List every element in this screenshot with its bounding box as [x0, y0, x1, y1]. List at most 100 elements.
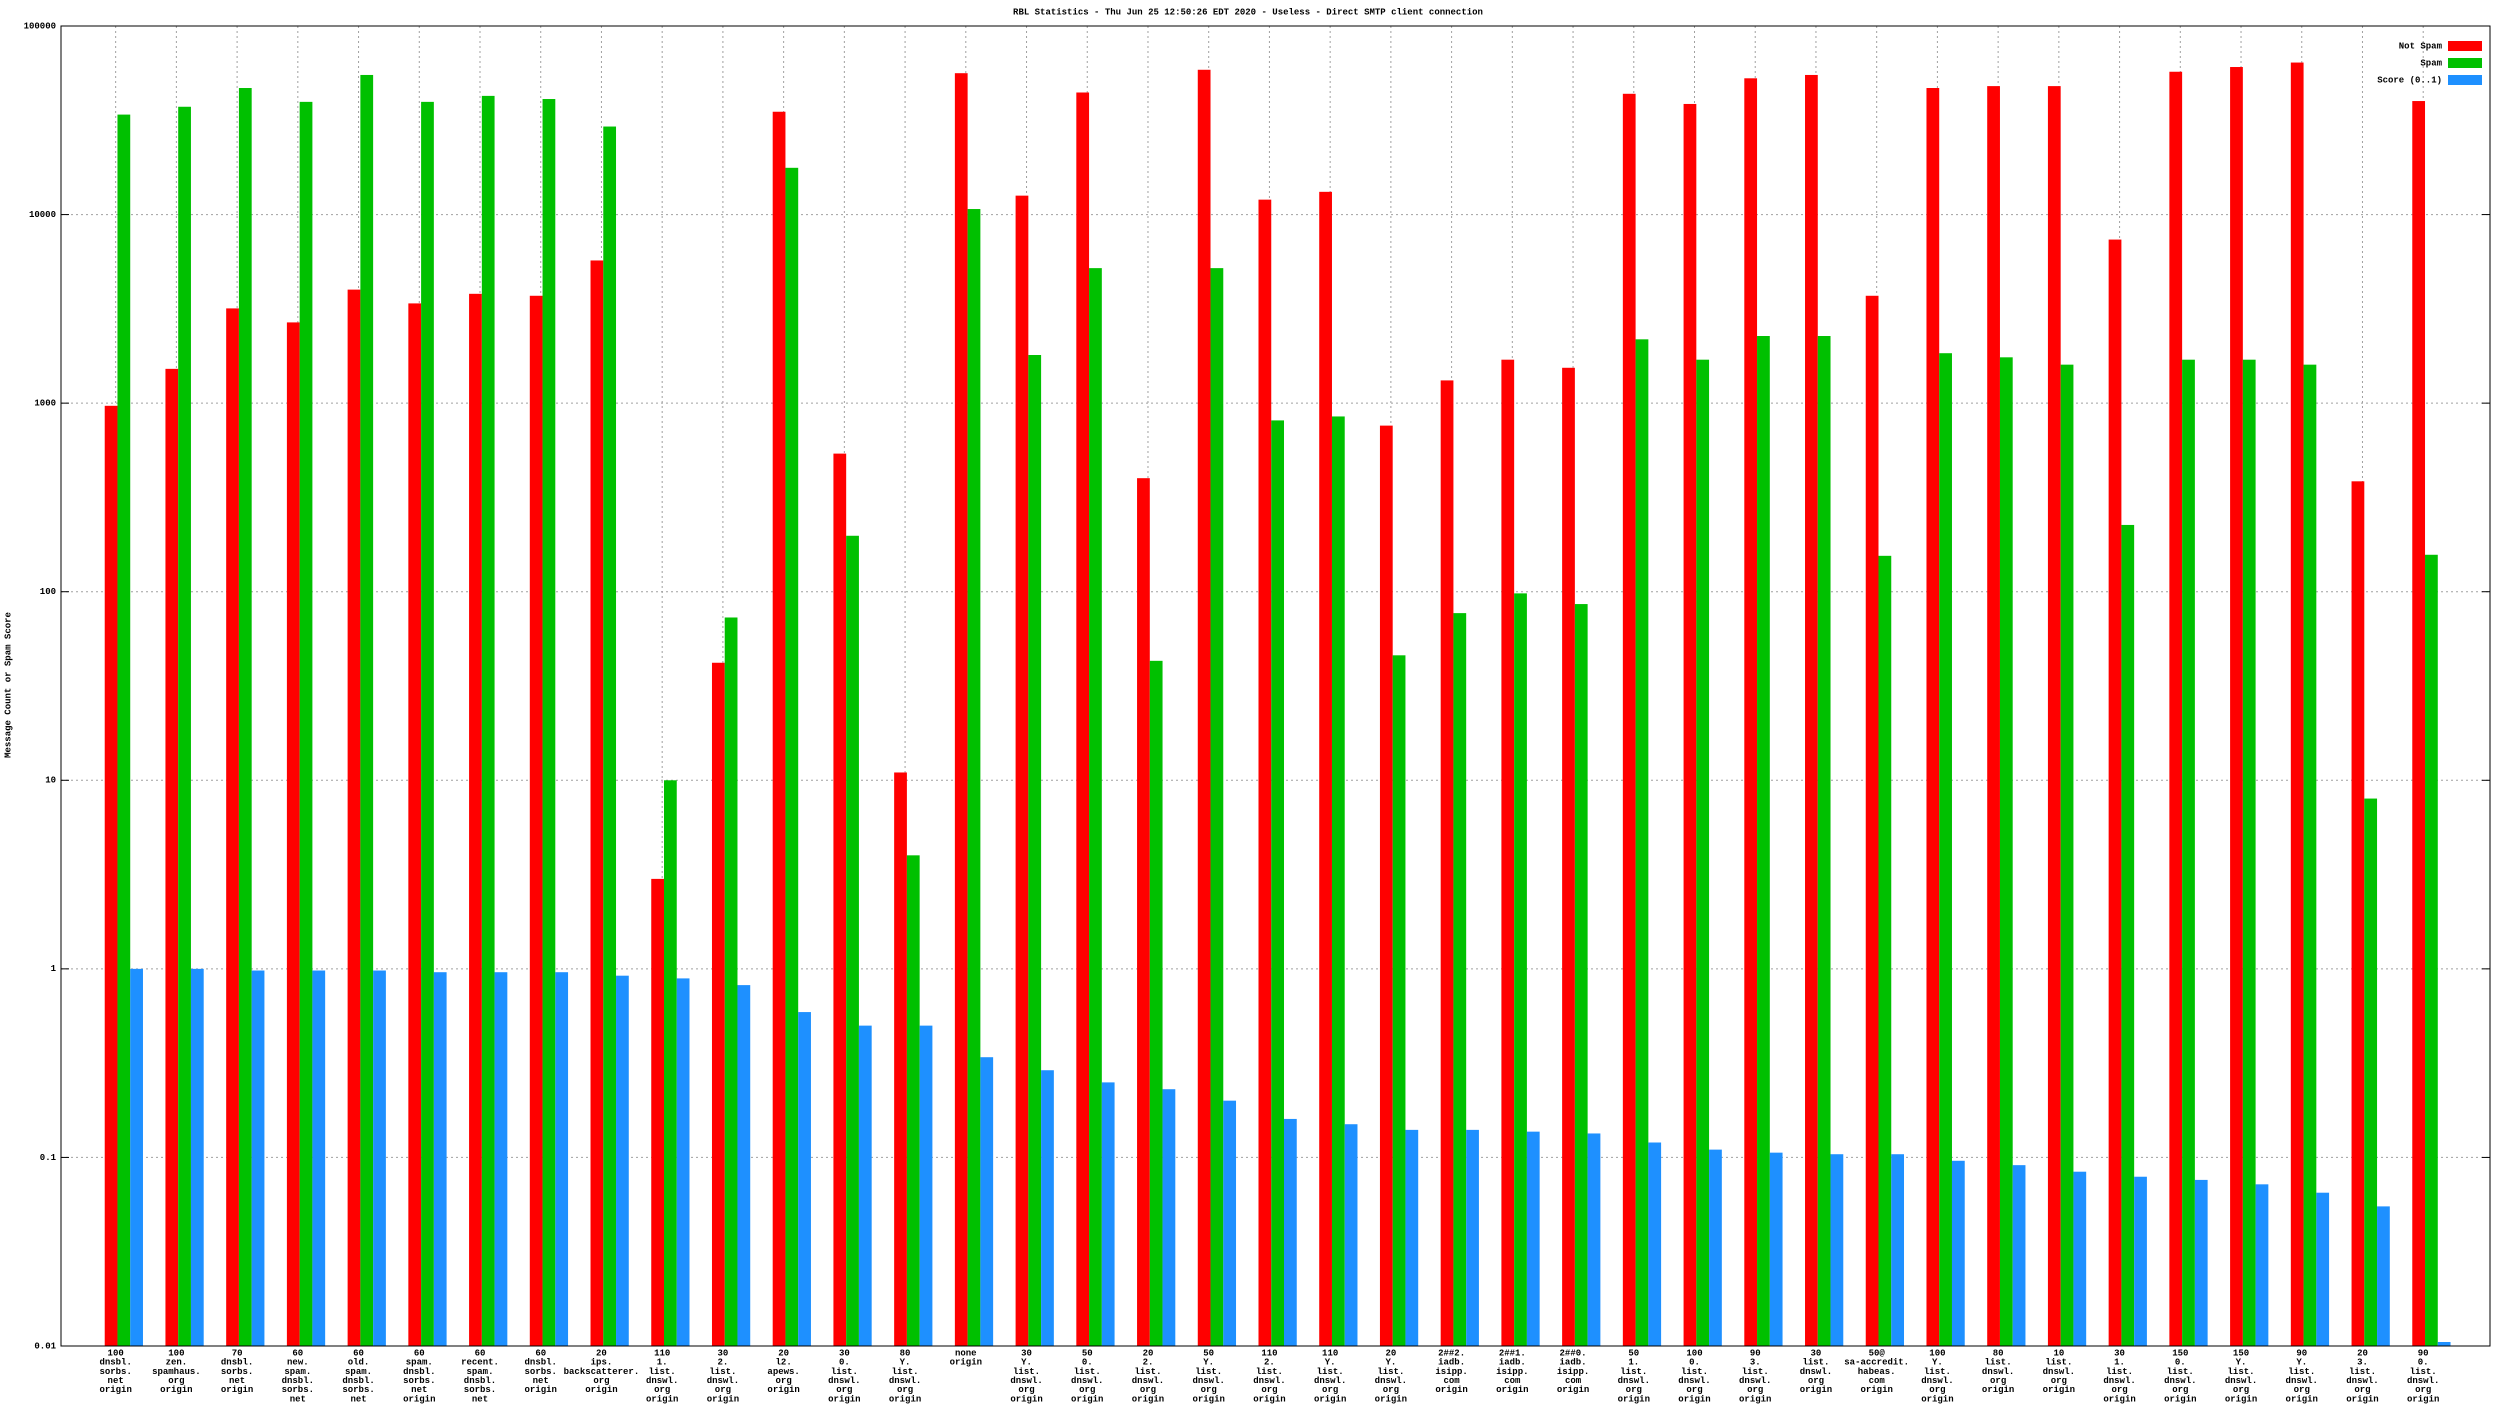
x-tick-label: origin [1557, 1385, 1589, 1395]
x-tick-label: list. [1377, 1367, 1404, 1377]
bar [1514, 593, 1527, 1346]
x-tick-label: org [1322, 1385, 1338, 1395]
bar [1440, 380, 1454, 1346]
bar [1149, 660, 1163, 1346]
x-tick-label: none [955, 1348, 977, 1358]
x-tick-label: dnswl. [1921, 1376, 1953, 1386]
x-tick-label: Y. [1021, 1358, 1032, 1368]
bar [1453, 613, 1467, 1346]
x-tick-label: isipp. [1435, 1367, 1467, 1377]
bar [2351, 481, 2365, 1346]
x-tick-label: 110 [654, 1348, 670, 1358]
bar [1344, 1124, 1358, 1346]
x-tick-label: 30 [2114, 1348, 2125, 1358]
x-tick-label: list. [1013, 1367, 1040, 1377]
x-tick-label: net [108, 1376, 124, 1386]
x-tick-label: list. [2228, 1367, 2255, 1377]
bar [1635, 339, 1649, 1346]
bar [1999, 357, 2013, 1346]
x-tick-label: dnswl. [1192, 1376, 1224, 1386]
x-tick-label: org [1201, 1385, 1217, 1395]
x-tick-label: org [2111, 1385, 2127, 1395]
bar [373, 970, 386, 1346]
legend-label: Score (0..1) [2377, 75, 2442, 85]
x-tick-label: origin [1010, 1394, 1042, 1404]
x-tick-label: origin [1800, 1385, 1832, 1395]
bar [286, 322, 300, 1346]
bar [1028, 355, 1042, 1347]
bar [555, 972, 569, 1346]
x-tick-label: backscatterer. [564, 1367, 640, 1377]
bar [846, 535, 859, 1346]
legend-swatch [2448, 75, 2482, 85]
bar [1817, 336, 1831, 1346]
x-tick-label: origin [1253, 1394, 1285, 1404]
bar [104, 405, 118, 1346]
bar [1379, 425, 1393, 1346]
bar [1526, 1131, 1540, 1346]
y-tick-label: 1 [51, 964, 57, 974]
bar [1926, 88, 1940, 1346]
bar [2194, 1179, 2208, 1346]
x-tick-label: list. [1074, 1367, 1101, 1377]
x-tick-label: origin [1071, 1394, 1103, 1404]
x-tick-label: org [1383, 1385, 1399, 1395]
bar [1648, 1142, 1662, 1346]
x-tick-label: origin [2346, 1394, 2378, 1404]
legend-label: Not Spam [2399, 41, 2443, 51]
x-tick-label: dnswl. [1010, 1376, 1042, 1386]
x-tick-label: 60 [292, 1348, 303, 1358]
bar [1683, 103, 1697, 1347]
x-tick-label: 0. [1689, 1358, 1700, 1368]
x-tick-label: org [1079, 1385, 1095, 1395]
x-tick-label: com [1565, 1376, 1582, 1386]
x-tick-label: dnswl. [2043, 1367, 2075, 1377]
x-tick-label: org [1686, 1385, 1702, 1395]
x-tick-label: 2. [1264, 1358, 1275, 1368]
bar [251, 970, 265, 1346]
x-tick-label: org [1140, 1385, 1156, 1395]
bar [2316, 1192, 2330, 1346]
x-tick-label: iadb. [1560, 1358, 1587, 1368]
bar [1223, 1100, 1237, 1346]
x-tick-label: 50@ [1869, 1348, 1886, 1358]
x-tick-label: dnswl. [1253, 1376, 1285, 1386]
y-tick-label: 0.01 [34, 1341, 56, 1351]
x-tick-label: org [715, 1385, 731, 1395]
bar [1405, 1129, 1419, 1346]
x-tick-label: 100 [108, 1348, 124, 1358]
x-tick-label: net [533, 1376, 549, 1386]
x-tick-label: 1. [2114, 1358, 2125, 1368]
x-tick-label: 110 [1322, 1348, 1338, 1358]
x-tick-label: origin [767, 1385, 799, 1395]
chart-title: RBL Statistics - Thu Jun 25 12:50:26 EDT… [1013, 7, 1483, 17]
x-tick-label: org [2354, 1385, 2370, 1395]
bar [408, 303, 422, 1346]
x-tick-label: list. [2288, 1367, 2315, 1377]
x-tick-label: new. [287, 1358, 309, 1368]
x-tick-label: 20 [1143, 1348, 1154, 1358]
x-tick-label: org [654, 1385, 670, 1395]
bar [1101, 1082, 1115, 1346]
x-tick-label: org [1929, 1385, 1945, 1395]
y-tick-label: 1000 [34, 399, 56, 409]
x-tick-label: list. [831, 1367, 858, 1377]
bar [2290, 62, 2304, 1346]
x-tick-label: spam. [345, 1367, 372, 1377]
x-tick-label: origin [1860, 1385, 1892, 1395]
x-tick-label: 110 [1261, 1348, 1277, 1358]
x-tick-label: dnswl. [707, 1376, 739, 1386]
bar [1709, 1149, 1722, 1346]
x-tick-label: Y. [1203, 1358, 1214, 1368]
bar [1805, 74, 1818, 1346]
x-tick-label: 90 [2296, 1348, 2307, 1358]
bar [2425, 554, 2438, 1346]
bar [2182, 359, 2195, 1346]
bar [226, 308, 239, 1347]
bar [711, 662, 725, 1346]
x-tick-label: 2##1. [1499, 1348, 1526, 1358]
bar [312, 970, 326, 1346]
x-tick-label: 150 [2233, 1348, 2249, 1358]
x-tick-label: 60 [535, 1348, 546, 1358]
